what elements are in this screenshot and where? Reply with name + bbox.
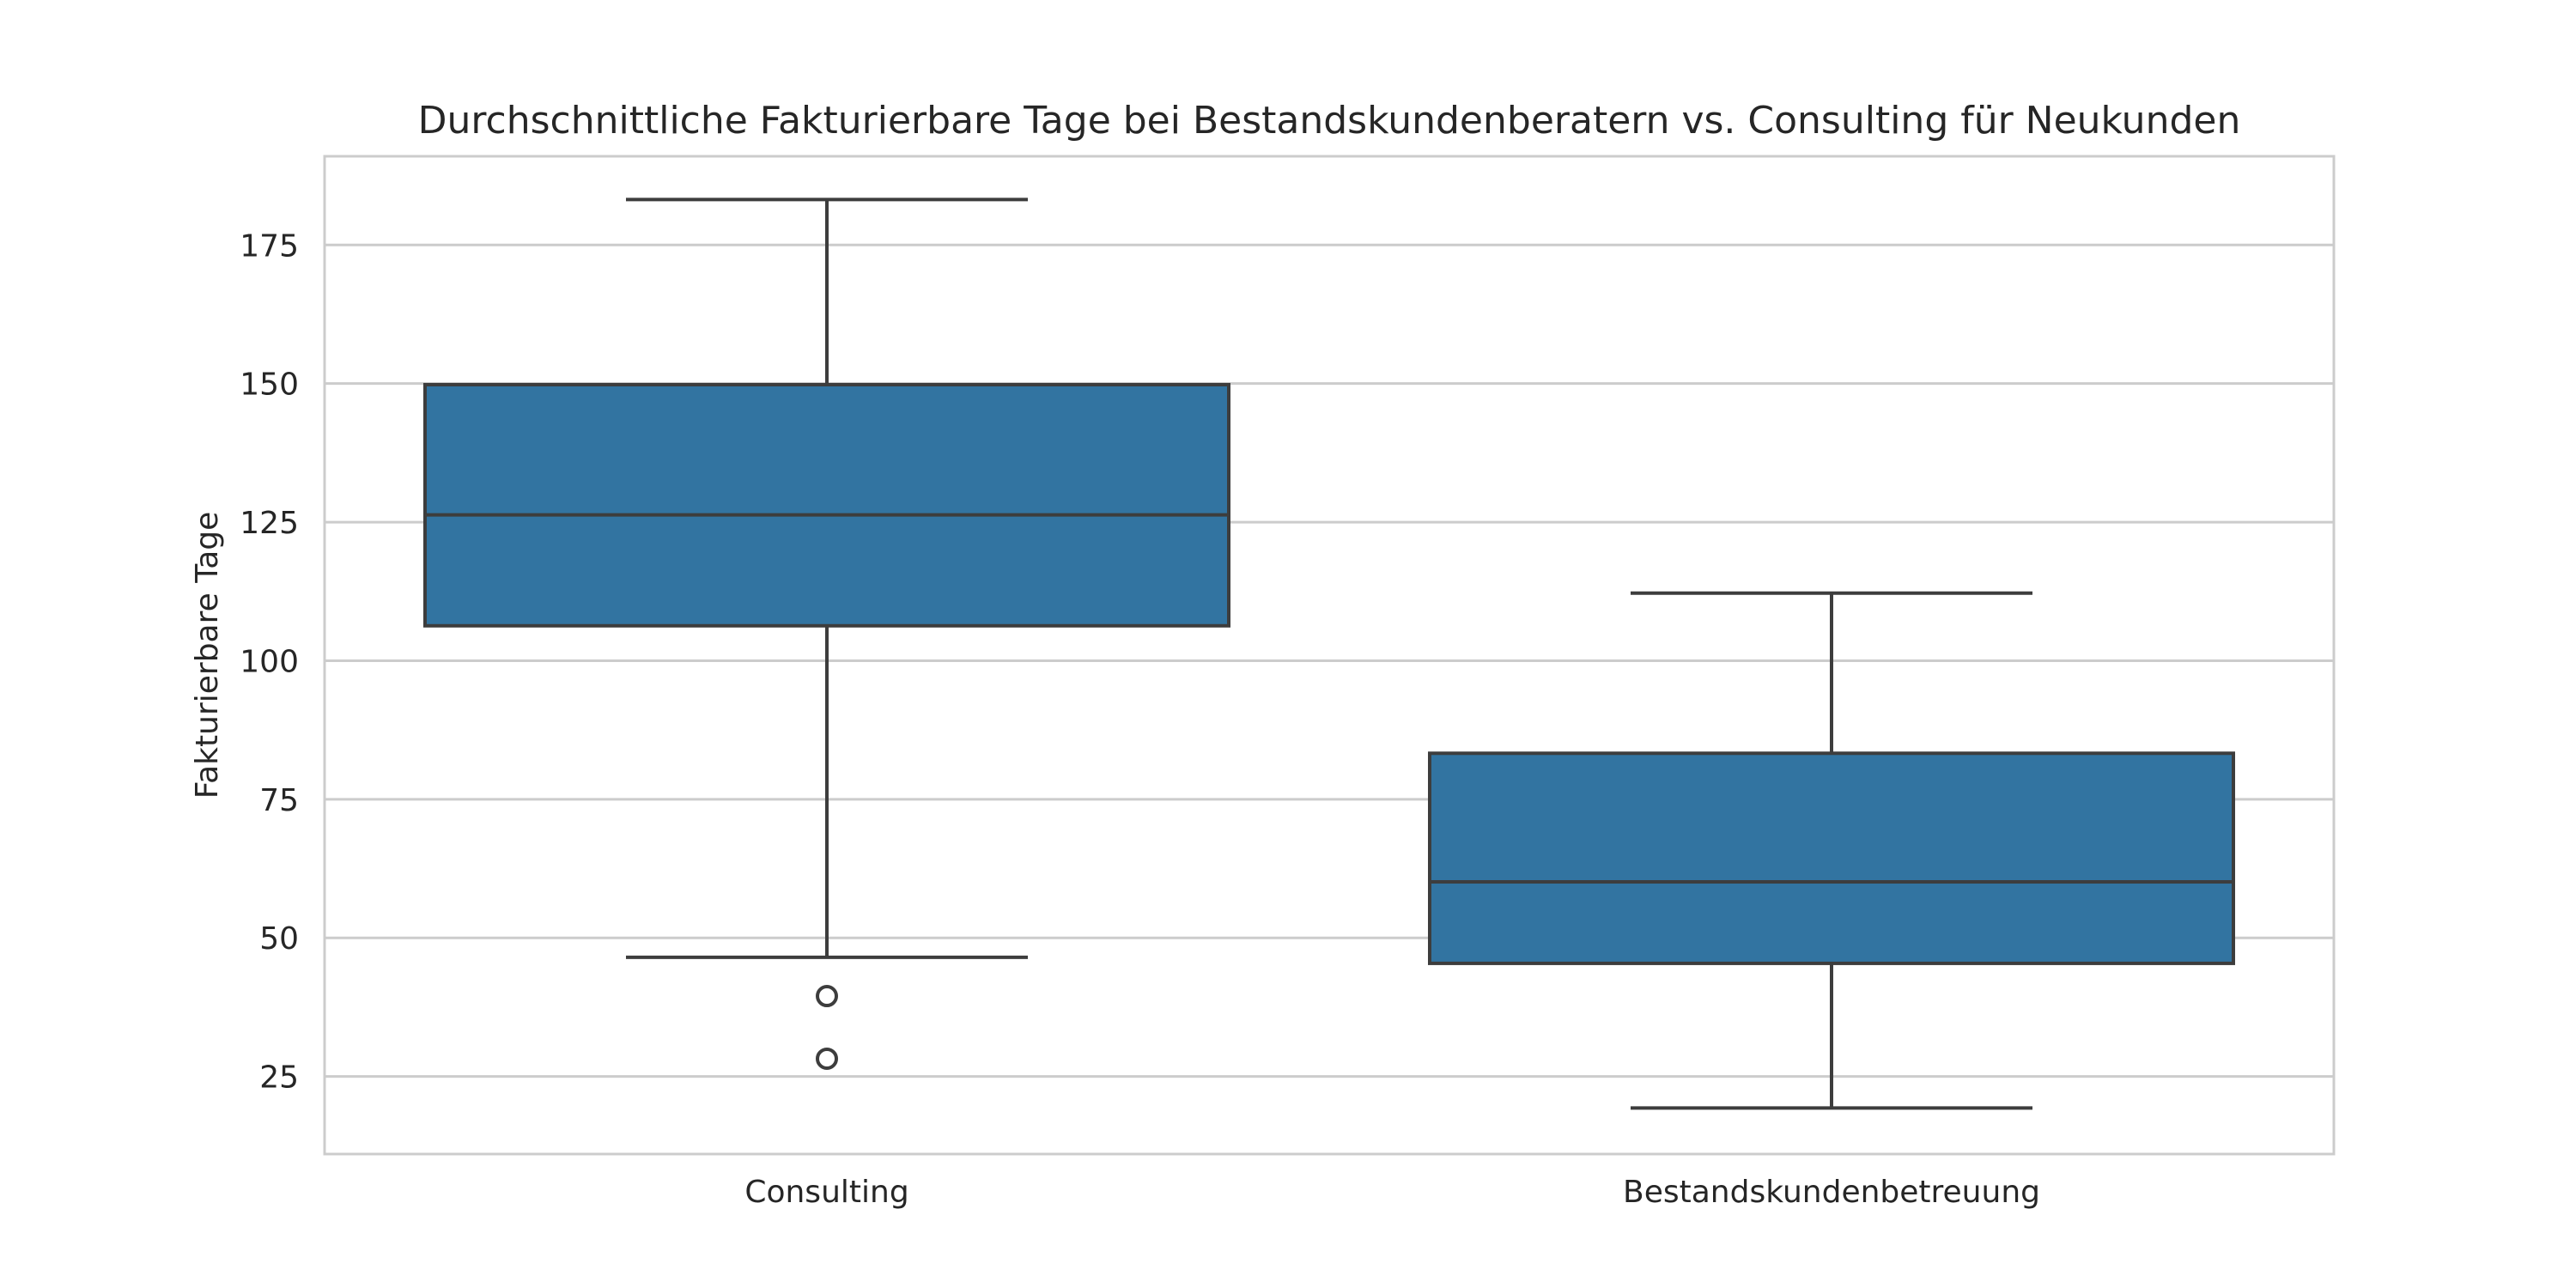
box-layer	[423, 197, 2235, 1110]
y-tick-label: 25	[259, 1060, 299, 1096]
x-tick-label: Bestandskundenbetreuung	[1623, 1175, 2040, 1210]
y-tick-labels: 25 50 75 100 125 150 175	[240, 228, 299, 1095]
y-tick-label: 175	[240, 228, 299, 264]
y-axis-label: Fakturierbare Tage	[190, 512, 225, 799]
y-tick-label: 50	[259, 921, 299, 957]
y-tick-label: 150	[240, 368, 299, 403]
outlier-point	[816, 985, 838, 1008]
box-iqr	[423, 382, 1230, 628]
x-tick-labels: Consulting Bestandskundenbetreuung	[744, 1175, 2040, 1210]
y-tick-label: 125	[240, 506, 299, 541]
x-tick-label: Consulting	[744, 1175, 908, 1210]
y-tick-label: 100	[240, 644, 299, 679]
y-tick-label: 75	[259, 783, 299, 818]
chart-title: Durchschnittliche Fakturierbare Tage bei…	[418, 99, 2241, 143]
outlier-point	[816, 1047, 838, 1070]
plot-frame	[323, 155, 2336, 1156]
box-iqr	[1428, 751, 2235, 965]
